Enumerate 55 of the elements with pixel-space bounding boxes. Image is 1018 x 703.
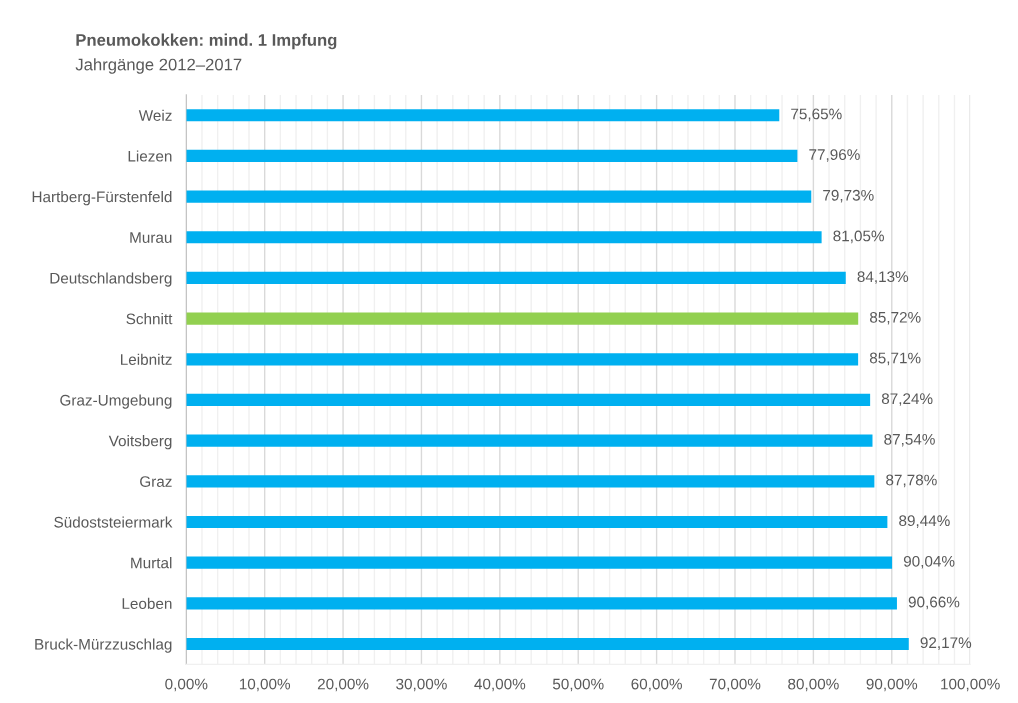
x-tick-label: 40,00% (474, 678, 526, 692)
data-label: 87,78% (886, 474, 937, 488)
y-tick-label: Weiz (138, 109, 172, 121)
data-label: 84,13% (857, 271, 909, 284)
bar (186, 271, 846, 285)
bar (186, 109, 780, 122)
x-tick-label: 90,00% (866, 678, 918, 692)
x-tick-label: 0,00% (165, 678, 208, 692)
y-tick-label: Hartberg-Fürstenfeld (32, 191, 172, 206)
y-tick-label: Deutschlandsberg (50, 272, 172, 287)
data-label: 87,54% (884, 433, 935, 447)
x-tick-label: 80,00% (788, 678, 839, 692)
y-tick-label: Graz (140, 476, 172, 487)
y-tick-label: Liezen (128, 150, 172, 162)
chart-title: Pneumokokken: mind. 1 Impfung (76, 33, 337, 50)
chart-subtitle: Jahrgänge 2012–2017 (75, 58, 242, 74)
y-tick-label: Bruck-Mürzzuschlag (35, 638, 172, 653)
data-label: 87,24% (881, 393, 933, 406)
data-label: 81,05% (833, 230, 884, 244)
data-label: 90,04% (903, 555, 955, 569)
y-tick-label: Südoststeiermark (54, 516, 173, 528)
x-tick-label: 100,00% (941, 678, 1000, 692)
bar (186, 597, 897, 610)
bar (186, 637, 909, 651)
bar (186, 190, 812, 203)
data-label: 85,72% (869, 311, 921, 325)
data-label: 75,65% (791, 108, 842, 122)
bar (186, 434, 873, 447)
bar (186, 149, 798, 163)
x-tick-label: 20,00% (317, 678, 369, 692)
y-tick-label: Murau (130, 232, 172, 243)
y-tick-label: Leibnitz (121, 353, 172, 365)
y-tick-label: Graz-Umgebung (60, 394, 172, 409)
y-tick-label: Leoben (122, 597, 172, 610)
x-tick-label: 50,00% (552, 678, 604, 692)
y-tick-label: Murtal (131, 557, 172, 569)
bar (186, 312, 859, 325)
data-label: 77,96% (809, 149, 860, 162)
x-tick-label: 10,00% (239, 678, 291, 692)
y-tick-label: Schnitt (126, 313, 173, 325)
y-tick-label: Voitsberg (108, 435, 172, 450)
bar (186, 231, 822, 244)
bar (186, 556, 893, 569)
bar (186, 393, 871, 407)
data-label: 90,66% (908, 596, 960, 610)
data-label: 79,73% (823, 189, 874, 203)
x-tick-label: 60,00% (631, 678, 682, 692)
bar (186, 515, 888, 529)
bar (186, 353, 859, 366)
data-label: 92,17% (920, 637, 972, 650)
bar (186, 475, 875, 488)
data-label: 89,44% (899, 515, 950, 528)
data-label: 85,71% (869, 352, 921, 366)
x-tick-label: 70,00% (709, 678, 761, 692)
x-tick-label: 30,00% (396, 678, 447, 692)
